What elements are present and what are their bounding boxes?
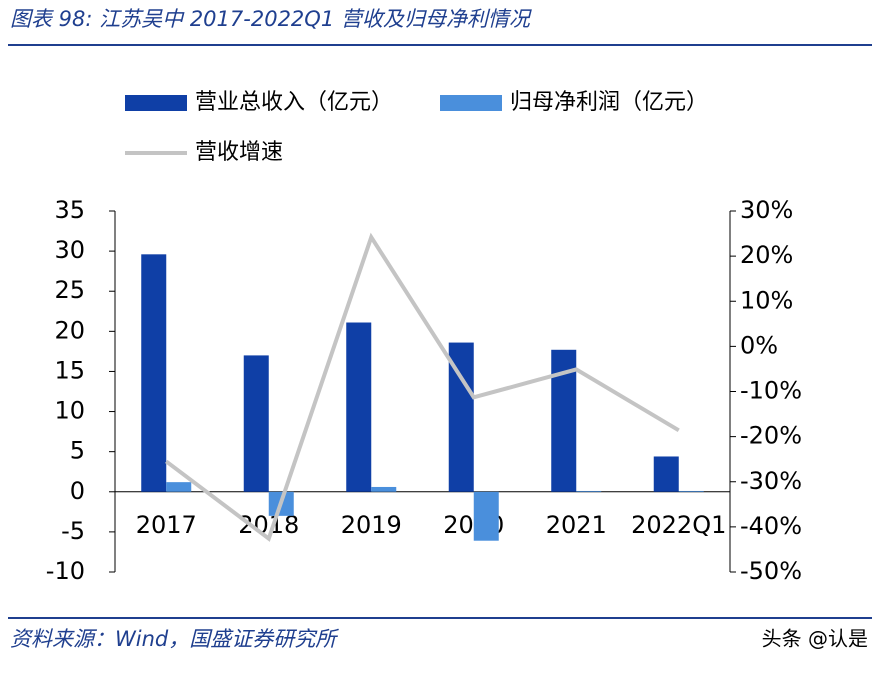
legend-label: 营收增速 xyxy=(195,140,283,165)
bar xyxy=(678,490,704,492)
x-tick-label: 2022Q1 xyxy=(631,511,726,539)
bar xyxy=(166,482,192,492)
y-tick-label: 10 xyxy=(54,397,85,425)
bar xyxy=(243,355,269,492)
y-tick-label: 35 xyxy=(54,196,85,224)
y2-tick-label: -10% xyxy=(740,377,802,405)
y-tick-label: 15 xyxy=(54,356,85,384)
bar xyxy=(576,490,602,492)
y2-tick-label: -50% xyxy=(740,557,802,585)
legend-label: 营业总收入（亿元） xyxy=(195,90,393,115)
y-tick-label: 0 xyxy=(70,477,85,505)
watermark: 头条 @认是 xyxy=(762,627,868,651)
y-tick-label: 20 xyxy=(54,316,85,344)
bar xyxy=(473,491,499,541)
x-tick-label: 2019 xyxy=(341,511,402,539)
y-tick-label: 5 xyxy=(70,437,85,465)
y2-tick-label: 20% xyxy=(740,241,793,269)
y-tick-label: 30 xyxy=(54,236,85,264)
y2-tick-label: -30% xyxy=(740,467,802,495)
bar xyxy=(346,322,372,492)
y2-tick-label: -40% xyxy=(740,512,802,540)
x-tick-label: 2017 xyxy=(136,511,197,539)
y2-tick-label: 30% xyxy=(740,196,793,224)
bar xyxy=(371,486,397,492)
y2-tick-label: -20% xyxy=(740,422,802,450)
y-tick-label: -10 xyxy=(46,557,85,585)
legend-label: 归母净利润（亿元） xyxy=(510,90,708,115)
chart-title: 图表 98: 江苏吴中 2017-2022Q1 营收及归母净利情况 xyxy=(10,7,533,31)
y-tick-label: 25 xyxy=(54,276,85,304)
y-tick-label: -5 xyxy=(61,517,85,545)
y2-tick-label: 0% xyxy=(740,331,778,359)
legend-swatch xyxy=(125,95,187,111)
bar xyxy=(141,254,167,492)
bar xyxy=(653,456,679,492)
legend-swatch xyxy=(440,95,502,111)
growth-line xyxy=(165,232,680,542)
source: 资料来源：Wind，国盛证券研究所 xyxy=(10,627,339,651)
x-tick-label: 2021 xyxy=(546,511,607,539)
plot: -10 -5 0 5 10 15 20 25 30 35 -50% -40% -30% -20% -10% 0… xyxy=(46,90,802,585)
y2-tick-label: 10% xyxy=(740,286,793,314)
